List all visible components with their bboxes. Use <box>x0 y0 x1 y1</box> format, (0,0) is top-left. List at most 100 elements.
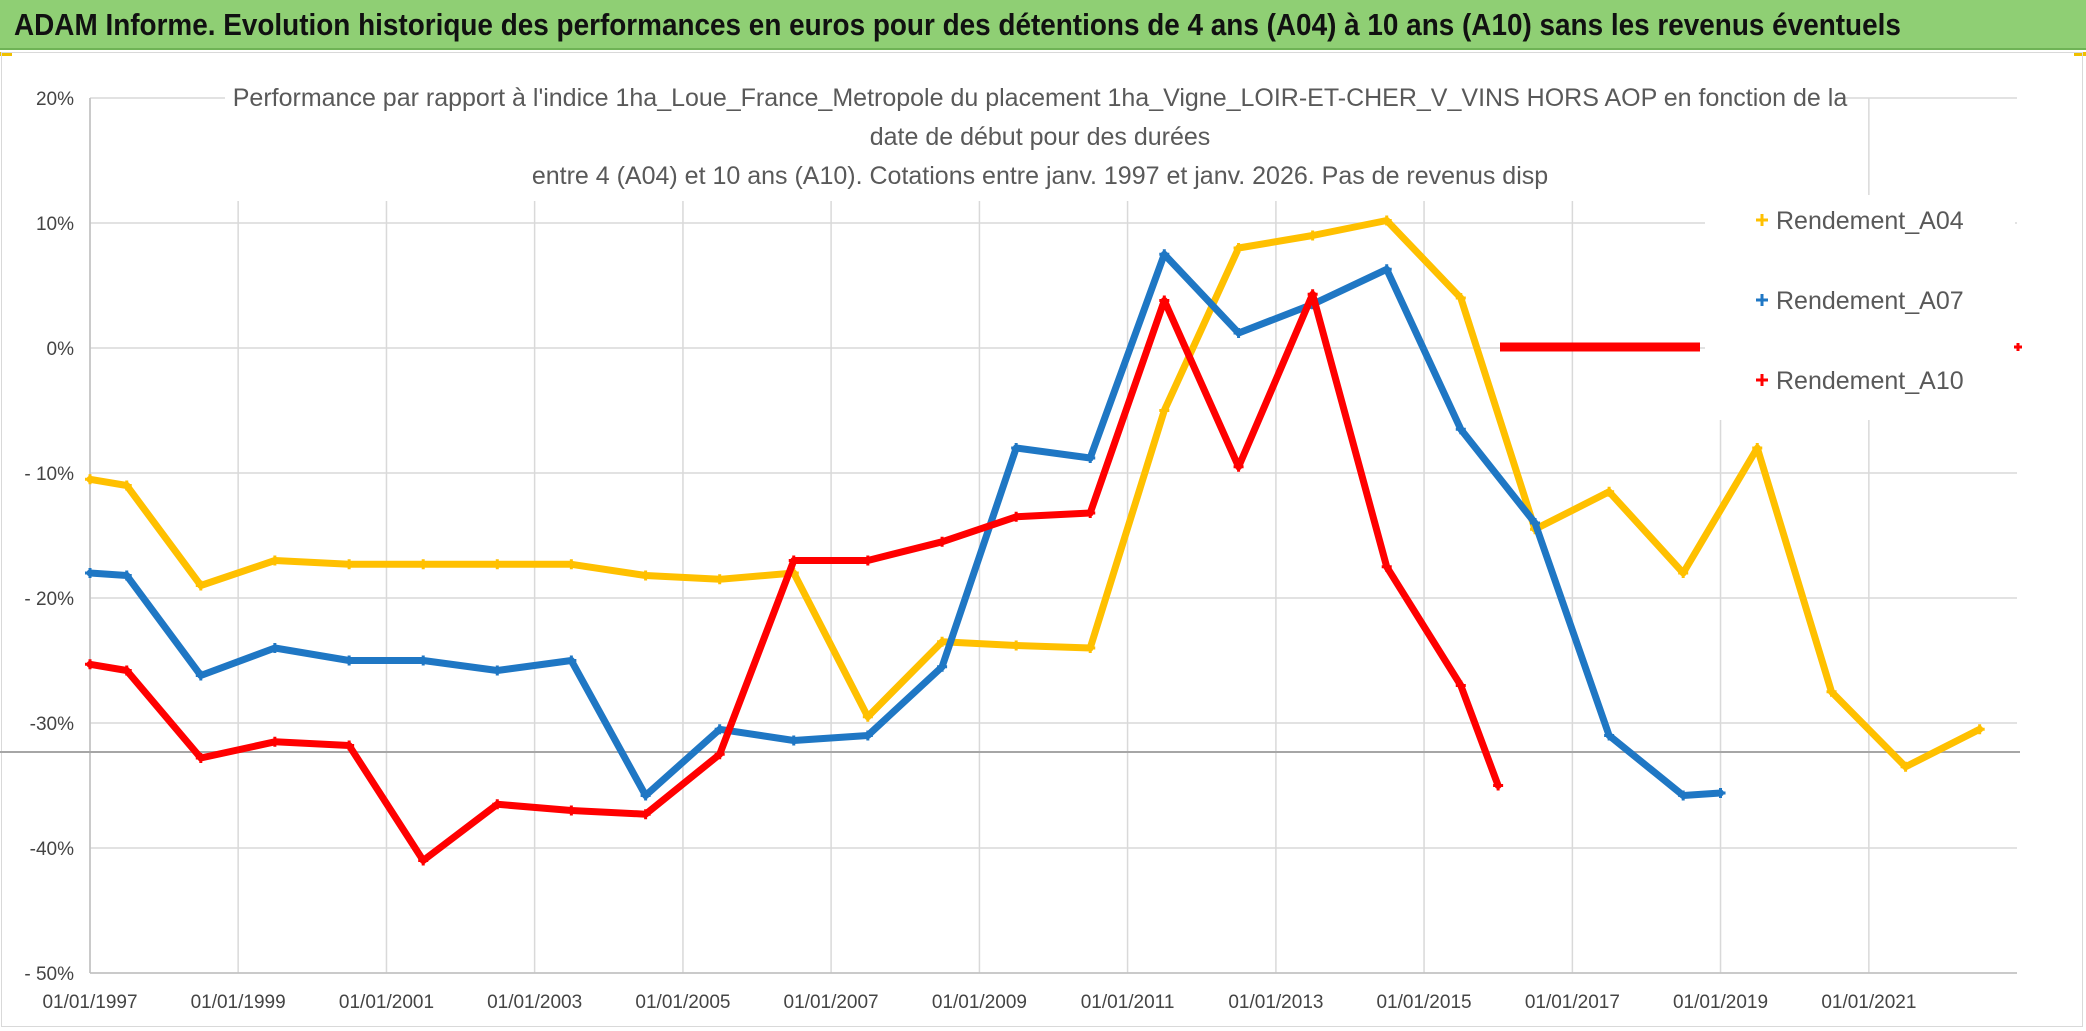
series-rendement-a10 <box>85 289 1504 866</box>
data-point <box>1455 424 1466 435</box>
x-tick-label: 01/01/2001 <box>339 992 434 1013</box>
x-tick-label: 01/01/2011 <box>1081 992 1175 1013</box>
data-point <box>1530 518 1541 528</box>
series-rendement-a07 <box>85 249 1726 801</box>
data-point <box>1233 243 1244 253</box>
chart-title-line: Performance par rapport à l'indice 1ha_L… <box>233 84 1848 112</box>
data-point <box>344 655 355 666</box>
data-point <box>1678 568 1689 578</box>
report-title: ADAM Informe. Evolution historique des p… <box>14 7 1901 42</box>
report-banner: ADAM Informe. Evolution historique des p… <box>0 0 2086 50</box>
x-tick-label: 01/01/1997 <box>42 992 137 1013</box>
y-tick-label: - 20% <box>24 589 74 610</box>
series-line <box>86 250 1724 799</box>
data-point <box>1752 443 1763 453</box>
legend: Rendement_A04 Rendement_A07 Rendement_A10 <box>1500 195 2022 420</box>
data-point <box>418 855 429 866</box>
data-point <box>195 670 206 681</box>
data-point <box>418 655 429 666</box>
data-point <box>1011 511 1022 522</box>
data-point <box>269 555 280 566</box>
x-tick-label: 01/01/1999 <box>191 992 286 1013</box>
x-tick-label: 01/01/2003 <box>487 992 582 1013</box>
data-point <box>1011 443 1022 453</box>
chart-title-line: date de début pour des durées <box>870 123 1211 151</box>
legend-label: Rendement_A10 <box>1776 367 1964 395</box>
x-tick-label: 01/01/2009 <box>932 992 1027 1013</box>
data-point <box>418 559 429 570</box>
data-point <box>85 568 95 578</box>
y-tick-label: 0% <box>47 339 75 360</box>
y-tick-label: - 50% <box>24 964 74 985</box>
corner-marker-left <box>0 52 12 56</box>
data-point <box>937 636 948 647</box>
data-point <box>862 711 873 722</box>
axis-labels: 20% 10% 0% - 10% - 20% -30% -40% - 50% 01/01/199… <box>24 89 1916 1013</box>
y-tick-label: -40% <box>30 839 74 860</box>
data-point <box>195 580 206 591</box>
data-point <box>862 555 873 566</box>
data-point <box>937 536 948 547</box>
data-point <box>121 480 132 491</box>
data-point <box>788 735 799 746</box>
data-point <box>788 555 799 566</box>
data-point <box>1678 790 1689 801</box>
data-point <box>121 665 132 676</box>
data-point <box>937 661 948 672</box>
data-point <box>492 799 503 810</box>
data-point <box>1085 643 1096 653</box>
corner-marker-right <box>2074 52 2086 56</box>
data-point <box>1011 640 1022 651</box>
data-point <box>1159 405 1170 416</box>
data-point <box>1307 289 1318 300</box>
data-point <box>714 724 725 735</box>
legend-label: Rendement_A04 <box>1776 207 1964 235</box>
data-point <box>1604 486 1615 497</box>
data-point <box>195 753 206 763</box>
data-point <box>862 730 873 741</box>
data-point <box>1381 561 1392 572</box>
data-point <box>1455 293 1466 303</box>
data-point <box>1381 264 1392 275</box>
data-point <box>1233 328 1244 338</box>
x-tick-label: 01/01/2021 <box>1821 992 1916 1013</box>
data-point <box>1159 295 1170 306</box>
data-point <box>714 574 725 585</box>
chart-title-line: entre 4 (A04) et 10 ans (A10). Cotations… <box>532 162 1548 190</box>
data-point <box>492 665 503 676</box>
data-point <box>344 740 355 751</box>
x-tick-label: 01/01/2019 <box>1673 992 1768 1013</box>
legend-marker <box>1756 294 1768 306</box>
data-point <box>1085 508 1096 518</box>
legend-red-marker <box>2014 343 2022 351</box>
data-point <box>566 559 577 570</box>
data-point <box>1455 680 1466 691</box>
chart-frame <box>1 52 2083 1027</box>
data-point <box>640 790 651 801</box>
y-tick-label: - 10% <box>24 464 74 485</box>
chart-title-background <box>225 75 1835 201</box>
x-tick-label: 01/01/2007 <box>784 992 879 1013</box>
data-point <box>1826 686 1837 697</box>
data-point <box>1974 724 1985 735</box>
data-point <box>1159 249 1170 260</box>
y-tick-label: -30% <box>30 714 74 735</box>
legend-label: Rendement_A07 <box>1776 287 1964 315</box>
data-point <box>269 736 280 747</box>
chart-title-block: Performance par rapport à l'indice 1ha_L… <box>225 75 1847 201</box>
data-point <box>1233 461 1244 472</box>
data-point <box>269 643 280 653</box>
series-rendement-a04 <box>85 215 1985 772</box>
data-point <box>1381 215 1392 226</box>
legend-background <box>1705 195 2015 420</box>
data-point <box>121 570 132 581</box>
x-tick-label: 01/01/2013 <box>1228 992 1323 1013</box>
data-point <box>1715 788 1726 798</box>
y-tick-label: 10% <box>36 214 74 235</box>
legend-marker <box>1756 374 1768 386</box>
data-point <box>1604 730 1615 741</box>
data-point <box>492 559 503 570</box>
legend-marker <box>1756 214 1768 226</box>
data-point <box>1085 453 1096 463</box>
